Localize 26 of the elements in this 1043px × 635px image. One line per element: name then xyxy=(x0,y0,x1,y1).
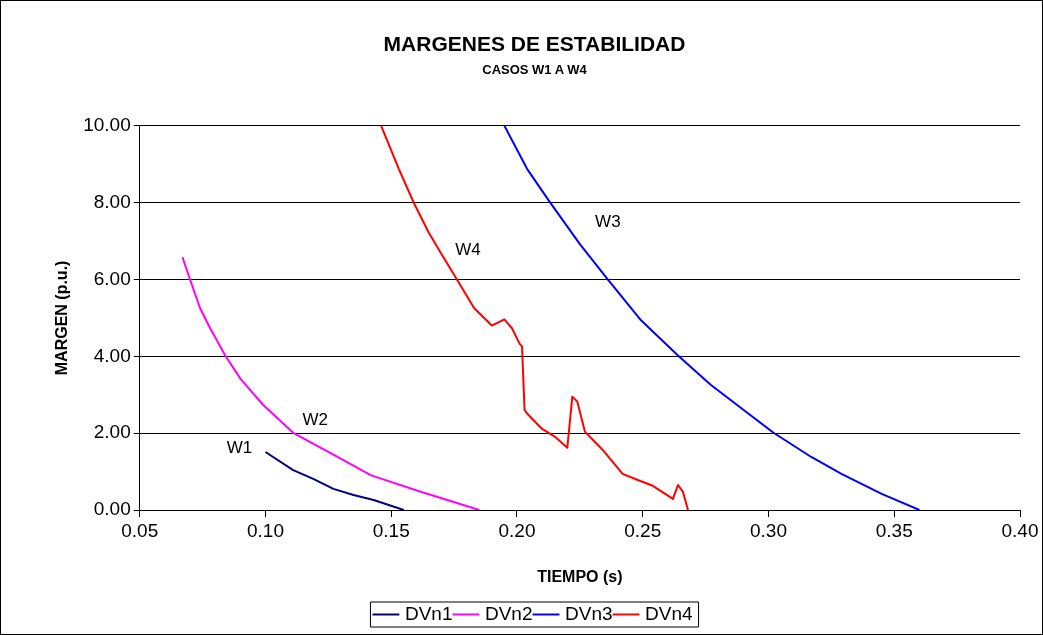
x-tick-label: 0.15 xyxy=(372,519,410,541)
y-tick-label: 4.00 xyxy=(93,344,131,366)
x-tick-label: 0.10 xyxy=(247,519,284,541)
y-tick-label: 2.00 xyxy=(93,421,131,443)
x-tick-label: 0.30 xyxy=(750,519,787,541)
annotation: W4 xyxy=(455,240,481,260)
y-tick-label: 6.00 xyxy=(93,267,131,289)
chart-title: MARGENES DE ESTABILIDAD xyxy=(383,32,686,56)
legend-label: DVn1 xyxy=(404,602,453,624)
x-axis-title: TIEMPO (s) xyxy=(537,567,623,585)
annotation: W3 xyxy=(595,211,621,231)
legend-label: DVn3 xyxy=(565,602,613,624)
legend-label: DVn4 xyxy=(645,602,693,624)
x-tick-label: 0.05 xyxy=(121,519,159,541)
chart-subtitle: CASOS W1 A W4 xyxy=(482,61,588,77)
y-tick-label: 10.00 xyxy=(83,114,131,136)
x-tick-label: 0.35 xyxy=(875,519,913,541)
y-tick-label: 8.00 xyxy=(93,190,131,212)
x-tick-label: 0.25 xyxy=(624,519,662,541)
annotation: W2 xyxy=(302,410,328,430)
legend-label: DVn2 xyxy=(484,602,533,624)
y-axis-title: MARGEN (p.u.) xyxy=(53,260,71,376)
x-tick-label: 0.40 xyxy=(1001,519,1039,541)
annotation: W1 xyxy=(226,437,253,457)
x-tick-label: 0.20 xyxy=(498,519,536,541)
y-tick-label: 0.00 xyxy=(93,498,131,520)
